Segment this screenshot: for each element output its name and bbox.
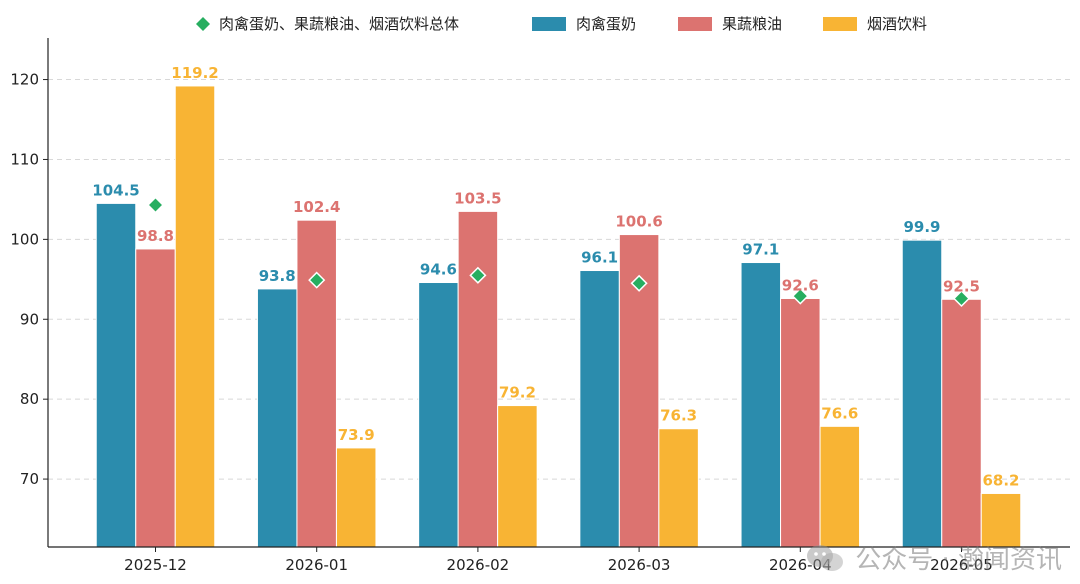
bar bbox=[901, 239, 943, 548]
overall-marker bbox=[630, 274, 648, 292]
legend: 肉禽蛋奶、果蔬粮油、烟酒饮料总体 肉禽蛋奶 果蔬粮油 烟酒饮料 bbox=[196, 15, 927, 33]
data-label: 104.5 bbox=[92, 181, 139, 199]
bar bbox=[418, 282, 459, 548]
x-tick-label: 2026-02 bbox=[447, 556, 510, 574]
data-label: 76.6 bbox=[821, 404, 858, 422]
data-label: 98.8 bbox=[137, 227, 174, 245]
overall-marker bbox=[952, 289, 971, 308]
legend-label: 肉禽蛋奶 bbox=[576, 15, 636, 33]
bar bbox=[95, 202, 137, 548]
data-label: 92.6 bbox=[782, 276, 819, 294]
bar bbox=[256, 288, 298, 548]
bar bbox=[658, 428, 699, 548]
bar bbox=[335, 447, 377, 548]
bar bbox=[941, 298, 982, 548]
bar bbox=[497, 405, 538, 548]
legend-swatch bbox=[678, 17, 712, 31]
overall-marker bbox=[146, 196, 165, 214]
data-label: 68.2 bbox=[982, 471, 1019, 489]
data-label: 99.9 bbox=[903, 218, 940, 236]
data-label: 94.6 bbox=[420, 261, 457, 279]
x-tick-label: 2026-03 bbox=[608, 556, 671, 574]
bar bbox=[174, 85, 216, 548]
y-tick-label: 120 bbox=[10, 71, 39, 89]
overall-markers bbox=[146, 196, 971, 308]
data-labels: 104.5 98.8 119.2 93.8 102.4 73.9 94.6 103.5 79.2… bbox=[92, 64, 1019, 490]
data-label: 96.1 bbox=[581, 249, 618, 267]
data-label: 79.2 bbox=[499, 384, 536, 402]
legend-swatch bbox=[823, 17, 857, 31]
overall-marker bbox=[791, 287, 809, 305]
axes: 70 80 90 100 110 120 2025-12 2026-01 2026-02 2026… bbox=[10, 38, 1070, 574]
y-tick-label: 90 bbox=[20, 310, 39, 328]
bar bbox=[740, 262, 782, 548]
legend-marker-overall bbox=[196, 17, 210, 31]
bar bbox=[819, 425, 861, 548]
wechat-icon bbox=[807, 544, 844, 571]
y-tick-label: 100 bbox=[10, 230, 39, 248]
x-tick-label: 2026-01 bbox=[285, 556, 348, 574]
y-tick-label: 80 bbox=[20, 390, 39, 408]
watermark-text: 公众号 · 瀚闻资讯 bbox=[855, 545, 1062, 575]
data-label: 100.6 bbox=[615, 213, 662, 231]
bar bbox=[457, 210, 499, 548]
overall-marker bbox=[308, 271, 326, 289]
legend-label: 烟酒饮料 bbox=[867, 15, 927, 33]
data-label: 97.1 bbox=[742, 241, 779, 259]
y-tick-label: 110 bbox=[10, 150, 39, 168]
legend-swatch bbox=[532, 17, 566, 31]
data-label: 119.2 bbox=[171, 64, 218, 82]
data-label: 73.9 bbox=[338, 426, 375, 444]
legend-label: 果蔬粮油 bbox=[722, 15, 782, 33]
bars bbox=[95, 85, 1022, 548]
x-tick-label: 2025-12 bbox=[124, 556, 187, 574]
watermark: 公众号 · 瀚闻资讯 bbox=[805, 539, 1062, 576]
bar bbox=[980, 492, 1022, 548]
data-label: 102.4 bbox=[293, 198, 340, 216]
data-label: 92.5 bbox=[943, 277, 980, 295]
bar bbox=[579, 270, 620, 548]
data-label: 103.5 bbox=[454, 189, 501, 207]
bar bbox=[135, 248, 176, 548]
bar bbox=[296, 219, 337, 548]
legend-label: 肉禽蛋奶、果蔬粮油、烟酒饮料总体 bbox=[219, 15, 459, 33]
data-label: 93.8 bbox=[259, 267, 296, 285]
x-tick-label: 2026-05 bbox=[930, 556, 993, 574]
y-tick-label: 70 bbox=[20, 470, 39, 488]
bar bbox=[780, 297, 821, 548]
data-label: 76.3 bbox=[660, 407, 697, 425]
overall-marker bbox=[469, 266, 487, 284]
